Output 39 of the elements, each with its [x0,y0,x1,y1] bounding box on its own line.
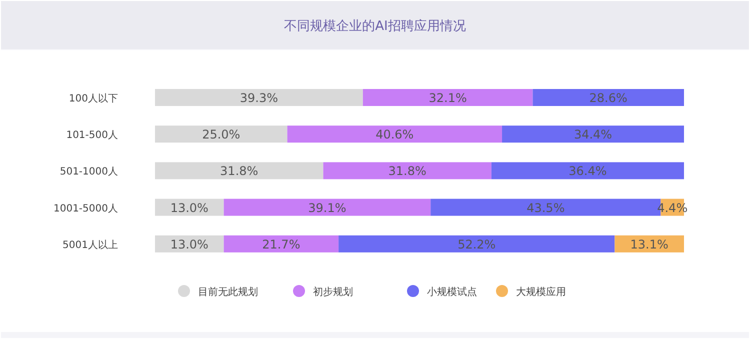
bar [155,89,363,106]
legend-label: 小规模试点 [427,286,477,298]
data-label: 31.8% [388,164,426,178]
y-tick-label: 1001-5000人 [53,203,118,214]
data-label: 13.1% [630,237,668,252]
data-label: 34.4% [574,128,612,142]
bar [224,198,431,216]
data-label: 21.7% [262,237,300,252]
y-tick-label: 100人以下 [68,92,118,104]
data-label: 39.1% [308,200,346,215]
data-label: 32.1% [428,91,467,105]
data-label: 28.6% [589,91,628,105]
data-label: 39.3% [240,91,278,105]
bar [323,162,492,180]
data-label: 31.8% [220,164,258,178]
legend-label: 目前无此规划 [198,286,258,298]
y-tick-label: 101-500人 [66,130,118,142]
bar [155,126,288,143]
bar [532,89,684,106]
bar [362,89,533,106]
data-label: 40.6% [376,128,414,142]
legend-label: 大规模应用 [516,286,566,298]
data-label: 36.4% [568,164,607,178]
bar [502,126,684,143]
bar [614,235,684,252]
y-tick-label: 501-1000人 [60,166,118,178]
data-label: 52.2% [458,237,496,252]
y-tick-label: 5001人以上 [62,238,118,251]
bar [338,235,615,252]
data-label: 13.0% [170,200,208,215]
data-label: 13.0% [170,237,208,252]
bar [155,162,324,180]
bar [224,235,339,252]
legend-label: 初步规划 [313,286,353,298]
data-label: 25.0% [202,128,240,142]
bar [287,126,502,143]
chart-title: 不同规模企业的AI招聘应用情况 [284,18,466,34]
bar [491,162,684,180]
data-label: 43.5% [526,200,565,215]
